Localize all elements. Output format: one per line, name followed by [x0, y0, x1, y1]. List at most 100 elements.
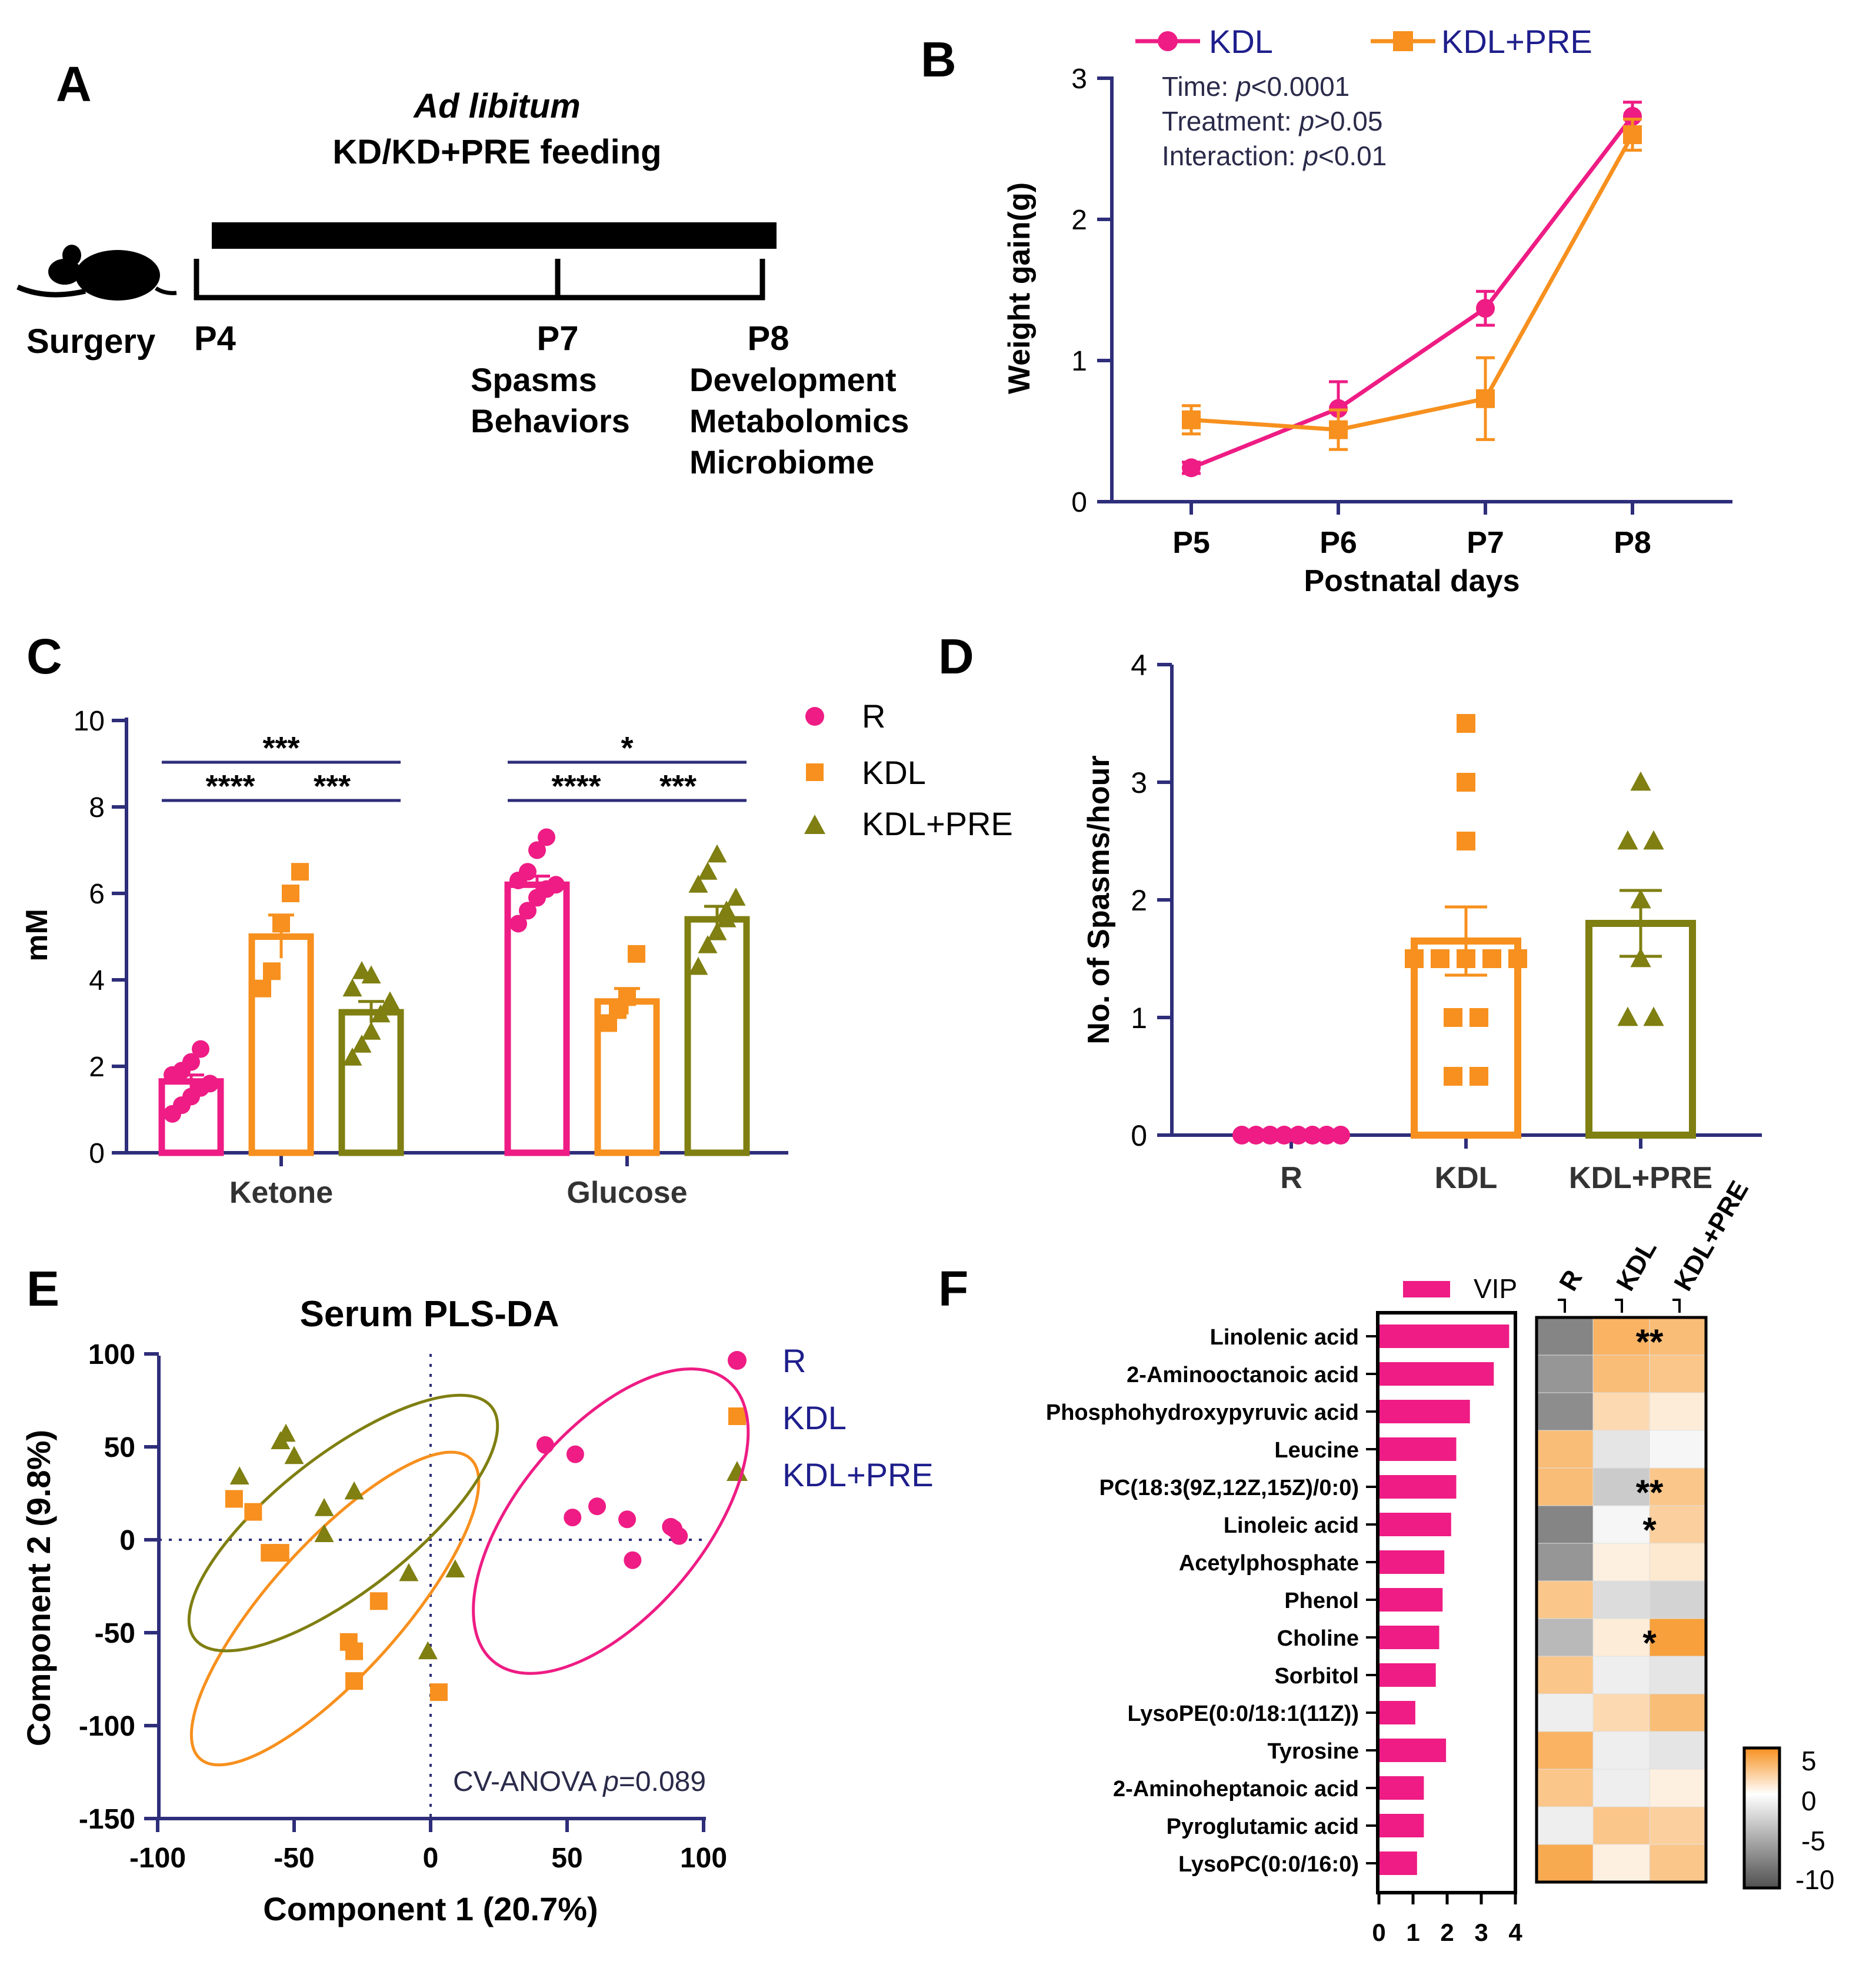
d-xtick-kdl: KDL — [1435, 1161, 1498, 1195]
f-heat-cell-3-2 — [1649, 1430, 1707, 1469]
e-annotation-post: =0.089 — [619, 1766, 706, 1797]
c-point-KDL-0-0 — [254, 979, 271, 997]
f-vip-bar-1 — [1379, 1362, 1494, 1386]
d-point-KDL+PRE-6 — [1643, 1006, 1664, 1026]
panel-label-f: F — [938, 1261, 968, 1316]
e-point-KDL+PRE-7 — [399, 1563, 419, 1582]
b-xtick-p5: P5 — [1172, 526, 1210, 560]
e-point-KDL+PRE-0 — [229, 1466, 249, 1485]
f-heat-cell-12-1 — [1592, 1769, 1650, 1807]
panel-label-b: B — [921, 32, 957, 87]
f-vip-bar-6 — [1379, 1550, 1445, 1574]
f-metabolite-label-14: LysoPC(0:0/16:0) — [1178, 1852, 1359, 1877]
panel-d: 0 1 2 3 4 No. of Spasms/hour R KDL KDL+P… — [1082, 649, 1762, 1195]
c-ytick-6: 6 — [89, 879, 105, 910]
d-point-R-5 — [1303, 1126, 1322, 1145]
c-legend-kdl-label: KDL — [862, 754, 926, 791]
e-legend-r-label: R — [782, 1342, 806, 1379]
panel-c: 0 2 4 6 8 10 mM Ketone Glucose R KDL KDL… — [20, 698, 1013, 1210]
e-axes — [144, 1352, 706, 1832]
d-point-R-0 — [1232, 1126, 1251, 1145]
f-xtick-0: 0 — [1372, 1919, 1385, 1946]
d-point-R-2 — [1261, 1126, 1279, 1145]
e-xtick-m100: -100 — [129, 1843, 186, 1874]
c-sig-label-1: **** — [205, 769, 255, 804]
d-point-R-7 — [1331, 1126, 1350, 1145]
b-xtick-p6: P6 — [1319, 526, 1357, 560]
d-point-KDL-9 — [1470, 1008, 1488, 1027]
f-xtick-2: 2 — [1440, 1919, 1454, 1946]
f-heat-cell-13-1 — [1592, 1806, 1650, 1845]
f-color-scale — [1742, 1746, 1781, 1890]
f-heat-cell-12-2 — [1649, 1769, 1707, 1807]
b-ytick-0: 0 — [1071, 487, 1087, 518]
b-stat-time-pre: Time: — [1162, 71, 1236, 102]
c-sig-label-4: **** — [551, 769, 601, 804]
f-vip-bar-5 — [1379, 1513, 1451, 1536]
d-point-KDL-4 — [1431, 949, 1450, 968]
b-stat-treatment-p: p — [1298, 106, 1314, 136]
f-heat-cell-5-1 — [1592, 1505, 1650, 1544]
f-vip-bar-4 — [1379, 1475, 1457, 1499]
f-heat-cell-2-1 — [1592, 1392, 1650, 1431]
b-xlabel: Postnatal days — [1304, 564, 1520, 598]
e-point-R-4 — [618, 1510, 637, 1529]
c-point-KDL+PRE-0-3 — [371, 1004, 391, 1023]
f-scale-5: 5 — [1801, 1746, 1817, 1776]
f-heat-cell-11-0 — [1536, 1731, 1594, 1770]
f-vip-bar-10 — [1379, 1701, 1415, 1724]
b-point-kdl-3 — [1623, 106, 1642, 126]
c-point-R-1-6 — [519, 863, 537, 881]
f-heat-cell-13-2 — [1649, 1806, 1707, 1845]
f-heat-cell-6-2 — [1649, 1543, 1707, 1582]
d-ytick-1: 1 — [1131, 1002, 1147, 1035]
b-point-kdl-2 — [1476, 299, 1495, 318]
c-point-KDL+PRE-1-5 — [688, 875, 708, 893]
f-plot-area: Linolenic acid 2-Aminooctanoic acid Phosph… — [1046, 1316, 1708, 1884]
f-metabolite-label-10: LysoPE(0:0/18:1(11Z)) — [1127, 1702, 1359, 1726]
f-metabolite-label-5: Linoleic acid — [1224, 1513, 1359, 1538]
c-ytick-0: 0 — [89, 1138, 105, 1169]
f-scale-m5: -5 — [1801, 1826, 1825, 1856]
f-heat-cell-1-1 — [1592, 1355, 1650, 1393]
f-heat-cell-5-2 — [1649, 1505, 1707, 1544]
b-xtick-p8: P8 — [1614, 526, 1651, 560]
d-point-KDL+PRE-5 — [1617, 1006, 1638, 1026]
e-ytick-0: 0 — [119, 1525, 135, 1556]
e-legend-pre-label: KDL+PRE — [782, 1456, 934, 1493]
c-ytick-4: 4 — [89, 965, 105, 996]
f-heat-cell-6-1 — [1592, 1543, 1650, 1582]
c-point-KDL+PRE-1-7 — [707, 844, 727, 863]
d-ytick-0: 0 — [1131, 1119, 1147, 1152]
f-metabolite-label-0: Linolenic acid — [1210, 1325, 1359, 1350]
f-vip-bar-7 — [1379, 1588, 1443, 1612]
c-legend-kdl-marker — [806, 763, 824, 781]
p8-item-3: Microbiome — [689, 443, 874, 481]
b-stat-time: Time: p<0.0001 — [1162, 71, 1349, 102]
timeline-title: KD/KD+PRE feeding — [332, 133, 661, 171]
f-heat-cell-9-2 — [1649, 1656, 1707, 1694]
d-point-R-1 — [1247, 1126, 1265, 1145]
b-legend: KDL KDL+PRE — [1135, 23, 1592, 60]
c-point-R-1-0 — [509, 915, 527, 933]
b-stat-interaction-p: p — [1302, 141, 1318, 171]
panel-b: KDL KDL+PRE Time: p<0.0001 Treatment: p>… — [1002, 23, 1732, 598]
e-title: Serum PLS-DA — [300, 1294, 559, 1335]
p8-item-1: Development — [689, 361, 897, 398]
f-star-1: ** — [1636, 1473, 1664, 1512]
f-heatmap-frame — [1535, 1316, 1708, 1884]
d-ytick-3: 3 — [1131, 766, 1147, 799]
f-scale-m10: -10 — [1795, 1864, 1834, 1895]
b-point-kdl-pre-0 — [1182, 410, 1201, 429]
d-point-KDL-6 — [1482, 949, 1501, 968]
c-point-KDL+PRE-1-0 — [688, 956, 708, 975]
c-point-KDL+PRE-1-6 — [698, 862, 718, 880]
f-heat-cell-8-2 — [1649, 1618, 1707, 1657]
c-point-R-0-4 — [201, 1075, 219, 1093]
panel-label-d: D — [938, 629, 974, 684]
f-star-3: * — [1642, 1623, 1657, 1663]
b-stat-interaction-post: <0.01 — [1318, 141, 1387, 171]
f-metabolite-label-1: 2-Aminooctanoic acid — [1127, 1363, 1359, 1387]
e-point-KDL+PRE-4 — [314, 1498, 334, 1516]
